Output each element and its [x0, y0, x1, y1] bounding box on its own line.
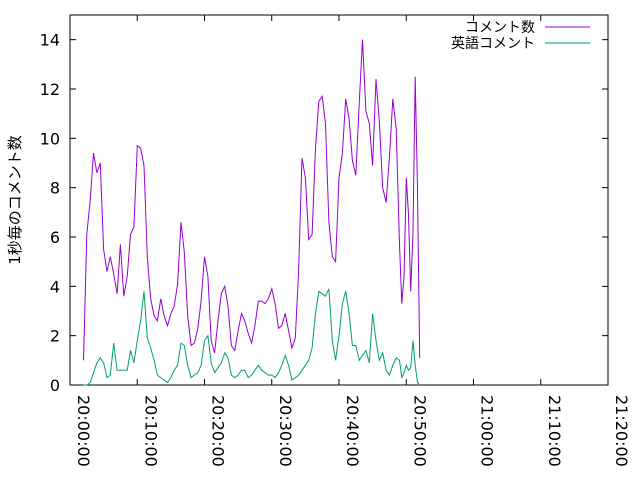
x-tick-label: 20:20:00	[209, 395, 228, 467]
plot-frame	[69, 14, 609, 386]
y-tick-label: 2	[50, 327, 60, 346]
legend-label: 英語コメント	[451, 35, 535, 52]
y-tick-label: 8	[50, 179, 60, 198]
x-tick-label: 21:20:00	[612, 395, 631, 467]
x-tick-label: 20:10:00	[141, 395, 160, 467]
x-tick-label: 21:10:00	[545, 395, 564, 467]
y-tick-label: 6	[50, 228, 60, 247]
y-tick-label: 14	[40, 31, 60, 50]
x-tick-label: 21:00:00	[478, 395, 497, 467]
series-layer	[83, 39, 421, 386]
y-axis-label: 1秒毎のコメント数	[6, 135, 24, 265]
y-tick-label: 0	[50, 376, 60, 395]
series-line-0	[83, 39, 421, 361]
x-tick-label: 20:30:00	[276, 395, 295, 467]
y-tick-label: 4	[50, 277, 60, 296]
x-tick-label: 20:50:00	[410, 395, 429, 467]
legend-label: コメント数	[465, 20, 535, 36]
y-tick-label: 10	[40, 129, 60, 148]
x-tick-label: 20:40:00	[343, 395, 362, 467]
series-line-1	[83, 288, 421, 386]
y-tick-label: 12	[40, 80, 60, 99]
x-axis: 20:00:00 20:10:00 20:20:00 20:30:00 20:40:00…	[69, 15, 631, 467]
y-axis: 0 2 4 6 8 10 12 14	[40, 31, 608, 395]
x-tick-label: 20:00:00	[74, 395, 93, 467]
